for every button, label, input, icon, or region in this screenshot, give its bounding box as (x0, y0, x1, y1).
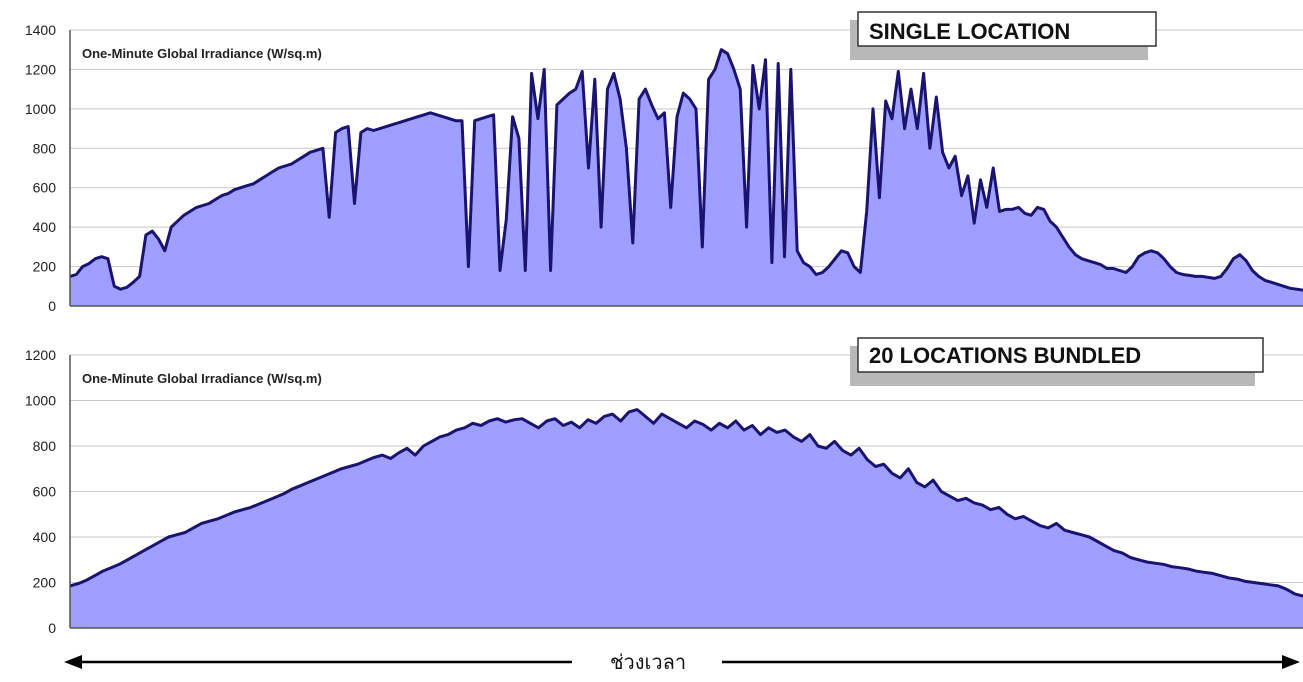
irradiance-line (69, 408, 1303, 598)
y-axis-label: One-Minute Global Irradiance (W/sq.m) (82, 46, 322, 61)
x-axis-label: ช่วงเวลา (610, 650, 686, 674)
y-tick-label: 400 (33, 219, 57, 235)
y-tick-label: 800 (33, 438, 57, 454)
chart-title: SINGLE LOCATION (869, 19, 1070, 44)
title-box (857, 11, 1157, 47)
arrow-left-icon (64, 655, 82, 669)
y-tick-label: 400 (33, 529, 57, 545)
chart-title: 20 LOCATIONS BUNDLED (869, 343, 1141, 368)
y-tick-label: 1400 (25, 22, 56, 38)
y-tick-label: 600 (33, 180, 57, 196)
irradiance-area (70, 49, 1303, 306)
y-tick-label: 200 (33, 575, 57, 591)
y-tick-label: 800 (33, 140, 57, 156)
irradiance-line (69, 48, 1303, 292)
title-box (857, 337, 1264, 373)
y-axis-label: One-Minute Global Irradiance (W/sq.m) (82, 371, 322, 386)
y-tick-label: 0 (48, 620, 56, 636)
y-tick-label: 1000 (25, 393, 56, 409)
y-tick-label: 200 (33, 259, 57, 275)
y-tick-label: 1200 (25, 347, 56, 363)
time-axis: ช่วงเวลา (64, 650, 1300, 674)
irradiance-area (70, 409, 1303, 628)
y-tick-label: 600 (33, 484, 57, 500)
arrow-right-icon (1282, 655, 1300, 669)
y-tick-label: 1000 (25, 101, 56, 117)
y-tick-label: 1200 (25, 61, 56, 77)
bundled-locations-chart: 0 200 400 600 800 1000 1200 One-Minute Global I… (25, 337, 1303, 636)
single-location-chart: 0 200 400 600 800 1000 1200 1400 One-Minute Glob… (25, 11, 1303, 314)
y-tick-label: 0 (48, 298, 56, 314)
